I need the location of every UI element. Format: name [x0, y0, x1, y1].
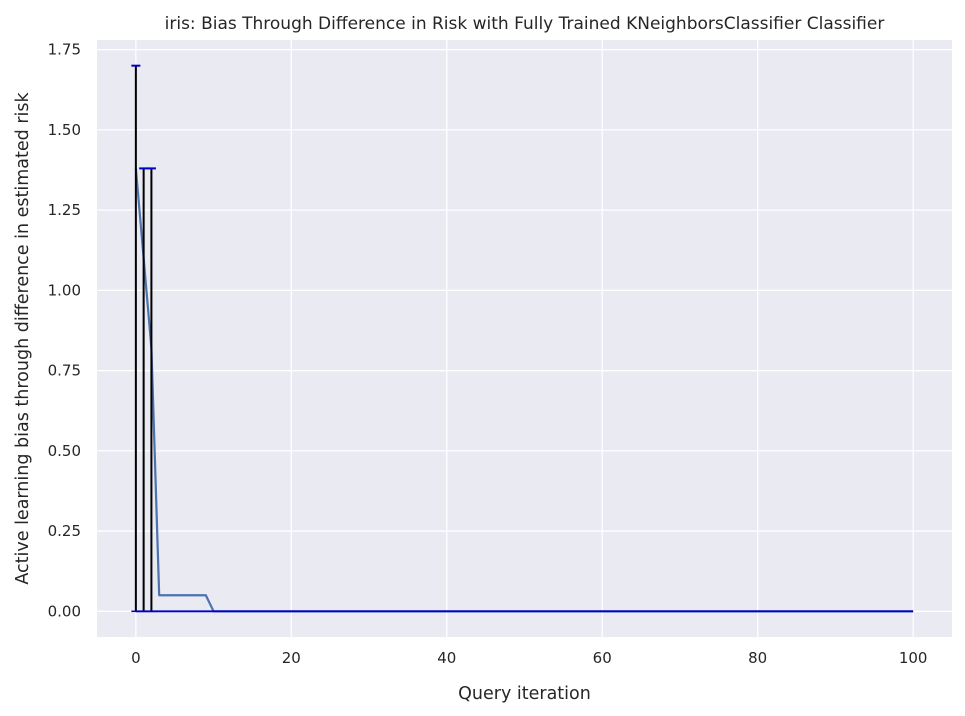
y-tick-label: 1.00: [48, 281, 81, 299]
x-tick-label: 20: [282, 649, 301, 667]
series-line: [134, 168, 914, 613]
y-axis-label: Active learning bias through difference …: [13, 92, 33, 585]
y-tick-label: 0.00: [48, 602, 81, 620]
x-axis-label: Query iteration: [458, 684, 591, 704]
grid: [97, 40, 952, 637]
x-ticks: 0 20 40 60 80 100: [131, 649, 927, 667]
x-tick-label: 40: [437, 649, 456, 667]
y-tick-label: 1.75: [48, 41, 81, 59]
y-tick-label: 0.75: [48, 362, 81, 380]
x-tick-label: 100: [899, 649, 928, 667]
y-tick-label: 1.25: [48, 201, 81, 219]
y-tick-label: 0.50: [48, 442, 81, 460]
x-tick-label: 60: [593, 649, 612, 667]
errorbar-layer: [131, 64, 914, 613]
y-tick-label: 1.50: [48, 121, 81, 139]
chart-title: iris: Bias Through Difference in Risk wi…: [165, 14, 885, 34]
x-tick-label: 80: [748, 649, 767, 667]
y-ticks: 0.00 0.25 0.50 0.75 1.00 1.25 1.50 1.75: [48, 41, 81, 621]
plot-background: [97, 40, 952, 637]
series-layer: [134, 168, 914, 613]
x-tick-label: 0: [131, 649, 141, 667]
y-tick-label: 0.25: [48, 522, 81, 540]
